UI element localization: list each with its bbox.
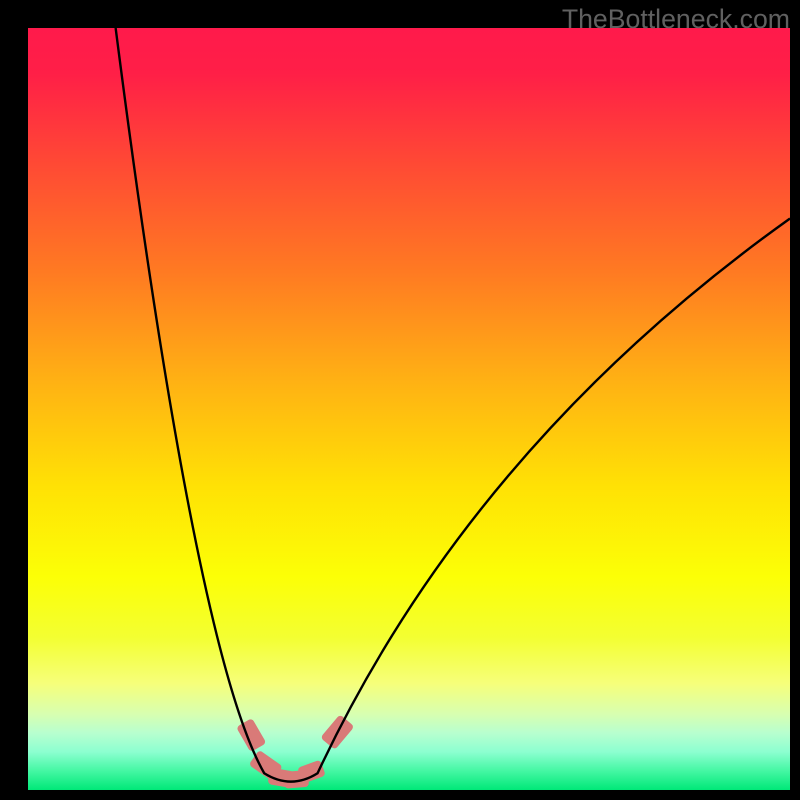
watermark: TheBottleneck.com [562, 4, 790, 35]
bottleneck-curve [116, 28, 790, 782]
watermark-text: TheBottleneck.com [562, 4, 790, 34]
plot-area [28, 28, 790, 790]
curve-layer [28, 28, 790, 790]
